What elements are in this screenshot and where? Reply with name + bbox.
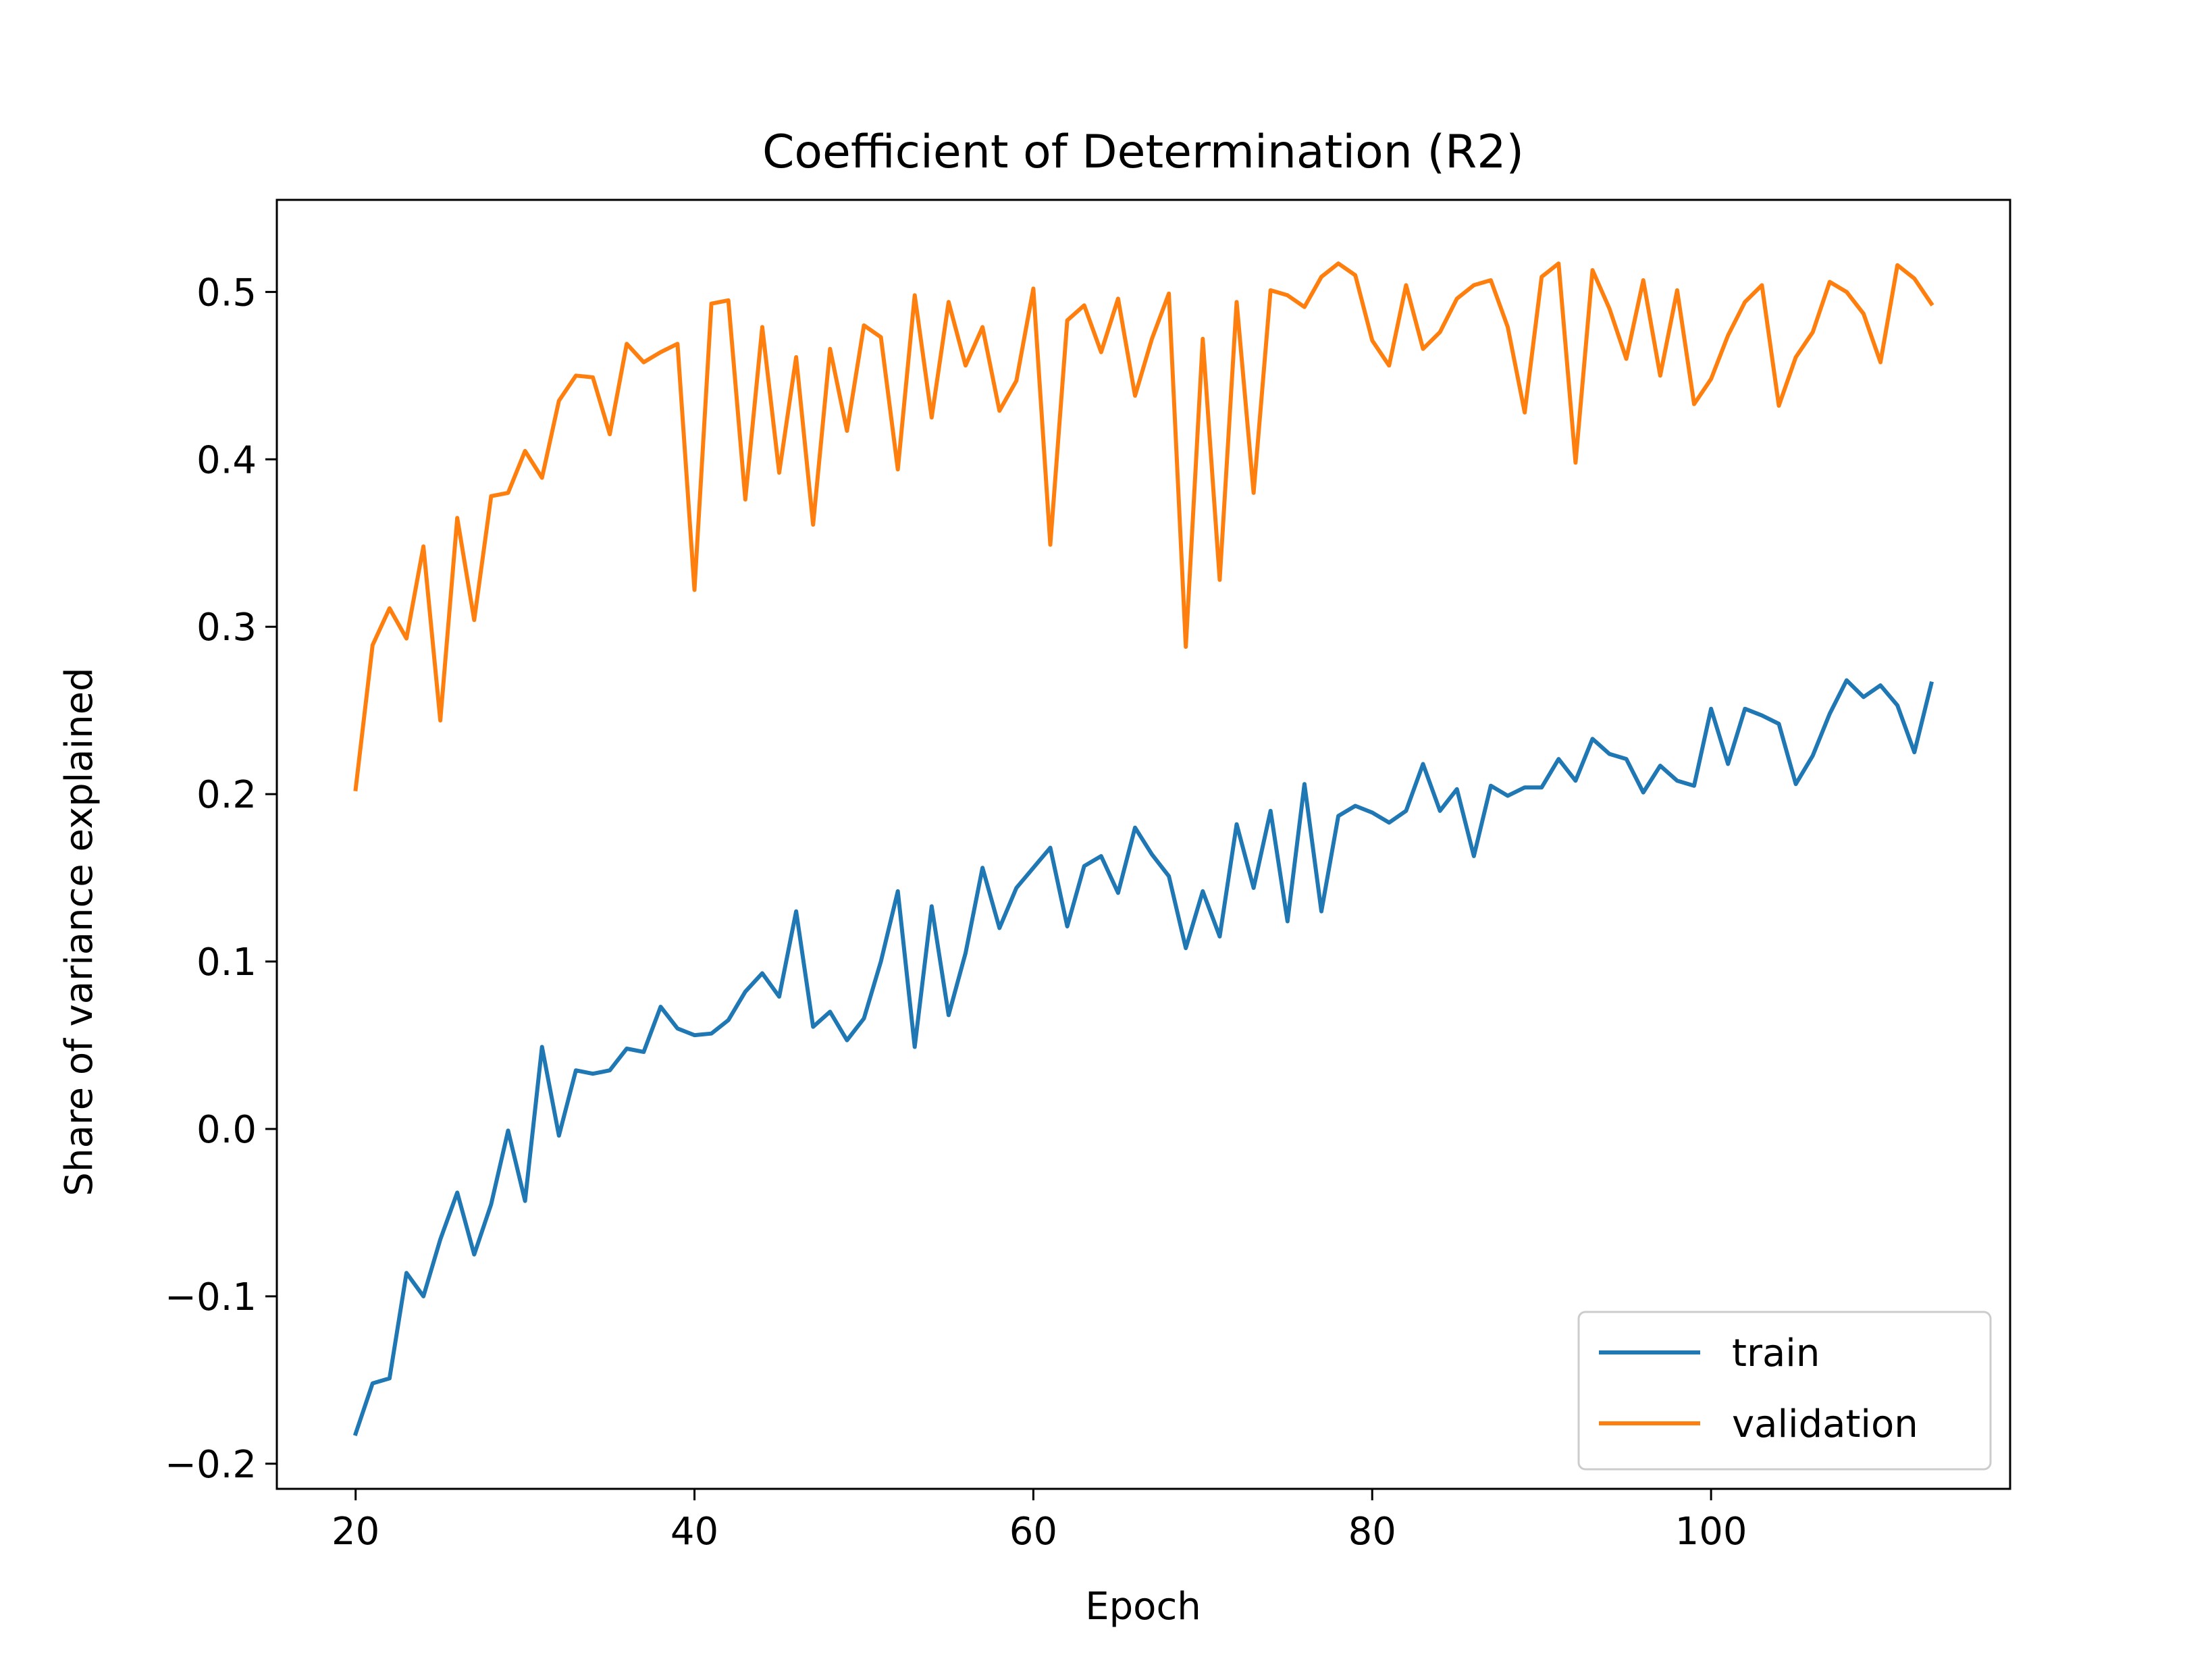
legend-label-train: train	[1732, 1332, 1820, 1375]
x-tick-label: 100	[1675, 1510, 1747, 1554]
chart-title: Coefficient of Determination (R2)	[762, 126, 1524, 179]
x-tick-label: 80	[1348, 1510, 1396, 1554]
series-line-train	[352, 678, 1934, 1437]
ticks-group: 20 40 60 80 100 −0.2 −0.1 0.0 0.1 0.2 0.3 0.4 0.5	[165, 271, 1747, 1554]
legend-label-validation: validation	[1732, 1402, 1918, 1446]
x-tick-label: 20	[332, 1510, 379, 1554]
x-tick-label: 60	[1009, 1510, 1057, 1554]
y-tick-label: 0.5	[196, 271, 257, 315]
y-tick-label: 0.1	[196, 941, 257, 984]
series-line-validation	[353, 261, 1934, 792]
y-tick-label: 0.2	[196, 773, 257, 817]
plot-frame	[275, 199, 2011, 1490]
y-tick-label: −0.2	[165, 1443, 257, 1487]
y-tick-label: 0.0	[196, 1108, 257, 1152]
y-tick-label: 0.3	[196, 606, 257, 650]
x-axis-label: Epoch	[1085, 1585, 1201, 1629]
y-axis-label: Share of variance explained	[57, 667, 101, 1196]
x-tick-label: 40	[670, 1510, 718, 1554]
y-tick-label: −0.1	[165, 1275, 257, 1319]
series-group	[352, 261, 1934, 1437]
y-tick-label: 0.4	[196, 438, 257, 482]
legend: train validation	[1577, 1311, 1992, 1471]
